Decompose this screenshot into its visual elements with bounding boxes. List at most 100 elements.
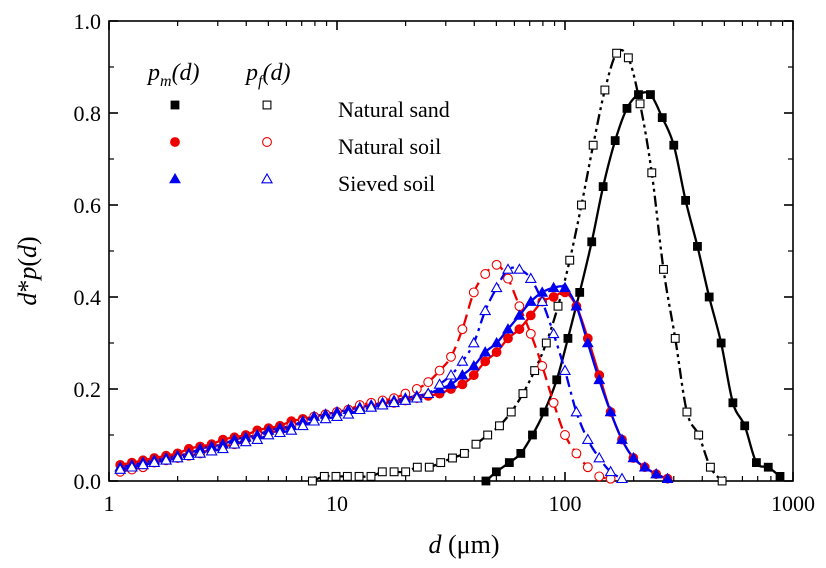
data-point-natural-sand-pf [436,458,446,468]
data-point-natural-sand-pf [307,476,317,486]
data-point-natural-soil-pf [582,462,593,473]
data-point-natural-sand-pf [530,366,540,376]
legend-marker-natural-soil-pf [262,137,272,147]
data-point-sieved-soil-pf [308,415,321,426]
data-point-sieved-soil-pm [502,323,514,334]
data-point-sieved-soil-pf [376,398,389,410]
data-point-natural-sand-pm [491,467,501,477]
data-point-sieved-soil-pf [593,451,606,463]
data-point-natural-sand-pf [600,85,610,95]
data-point-sieved-soil-pf [171,451,184,463]
x-tick-label: 100 [549,491,582,516]
data-point-sieved-soil-pm [650,468,663,479]
data-point-sieved-soil-pf [615,472,628,484]
series-line-natural-sand-pm [485,91,781,482]
data-point-natural-soil-pf [571,448,582,459]
data-point-sieved-soil-pf [387,396,400,408]
data-point-natural-soil-pf [480,269,491,279]
data-point-sieved-soil-pf [581,433,594,444]
data-point-sieved-soil-pf [137,458,150,470]
marker-layer [114,48,785,486]
data-point-sieved-soil-pm [513,309,526,320]
data-point-natural-sand-pm [622,104,632,113]
data-point-natural-sand-pm [598,182,608,191]
data-point-natural-soil-pf [548,397,559,408]
data-point-natural-sand-pm [587,237,597,247]
legend-header-fitted: pf(d) [244,60,290,90]
data-point-natural-sand-pm [716,338,726,348]
data-point-sieved-soil-pm [456,369,469,380]
data-point-natural-sand-pm [646,90,655,99]
y-tick-label: 0.2 [74,377,102,402]
curve-layer [120,48,781,483]
data-point-sieved-soil-pf [399,394,412,405]
data-point-natural-soil-pm [491,347,502,358]
data-point-natural-sand-pf [412,462,422,472]
y-axis-title: d*p(d) [13,236,42,305]
data-point-natural-soil-pm [525,310,536,321]
data-point-natural-sand-pf [565,255,575,265]
data-point-natural-sand-pf [401,467,411,477]
data-point-sieved-soil-pf [182,449,195,461]
data-point-natural-sand-pm [516,449,526,458]
x-tick-label: 10 [326,491,348,516]
data-point-natural-soil-pf [560,430,570,440]
data-point-natural-sand-pm [575,288,585,297]
data-point-sieved-soil-pf [513,263,526,274]
data-point-sieved-soil-pf [558,364,572,375]
data-point-sieved-soil-pf [239,435,252,447]
data-point-sieved-soil-pm [570,300,583,311]
data-point-natural-sand-pm [552,375,562,385]
data-point-natural-sand-pf [331,471,341,481]
data-point-sieved-soil-pm [547,281,560,293]
legend-marker-natural-sand-pf [262,100,272,110]
data-point-sieved-soil-pf [490,281,503,293]
legend-marker-sieved-soil-pf [260,172,274,184]
data-point-sieved-soil-pf [524,272,537,283]
data-point-natural-soil-pf [434,365,445,376]
legend-marker-sieved-soil-pm [169,172,181,184]
data-point-natural-sand-pf [366,471,376,481]
data-point-sieved-soil-pf [160,454,173,465]
data-point-sieved-soil-pf [125,461,138,472]
data-point-natural-sand-pm [528,430,537,440]
data-point-sieved-soil-pm [467,359,480,371]
data-point-natural-sand-pf [377,467,387,477]
data-point-natural-sand-pf [612,48,622,58]
data-point-natural-sand-pf [424,462,434,472]
data-point-sieved-soil-pf [148,456,161,467]
data-point-natural-sand-pf [577,200,586,210]
data-point-natural-sand-pm [504,458,514,468]
data-point-natural-sand-pf [670,333,680,343]
data-point-natural-sand-pm [752,458,761,468]
data-point-natural-sand-pm [669,140,679,150]
data-point-natural-sand-pm [728,398,738,408]
data-point-natural-sand-pm [539,407,549,417]
legend: pm(d) pf(d) Natural sand Natural soil Si… [146,60,450,196]
data-point-natural-soil-pf [423,377,434,388]
data-point-sieved-soil-pm [616,433,628,444]
data-point-natural-sand-pf [647,168,657,178]
data-point-sieved-soil-pm [627,451,640,463]
data-point-natural-soil-pm [468,370,479,381]
legend-header-measured: pm(d) [146,60,200,90]
data-point-sieved-soil-pf [422,387,435,398]
data-point-sieved-soil-pf [570,405,583,417]
x-tick-label: 1 [104,491,115,516]
data-point-sieved-soil-pf [536,295,549,306]
data-point-sieved-soil-pf [194,447,207,458]
data-point-sieved-soil-pf [205,444,218,456]
legend-marker-natural-sand-pm [170,100,180,110]
y-tick-label: 0.0 [74,469,102,494]
data-point-natural-sand-pf [635,99,645,109]
data-point-sieved-soil-pf [342,408,355,419]
data-point-natural-soil-pf [514,301,525,312]
data-point-natural-sand-pf [389,467,399,477]
data-point-sieved-soil-pm [581,336,594,348]
data-point-sieved-soil-pf [273,426,286,438]
data-point-sieved-soil-pf [604,465,617,477]
data-point-natural-sand-pf [495,421,504,431]
data-point-natural-sand-pf [506,407,516,417]
data-point-sieved-soil-pf [319,412,332,424]
legend-marker-natural-soil-pm [170,137,180,147]
